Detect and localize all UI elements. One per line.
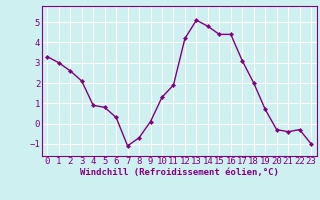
- X-axis label: Windchill (Refroidissement éolien,°C): Windchill (Refroidissement éolien,°C): [80, 168, 279, 177]
